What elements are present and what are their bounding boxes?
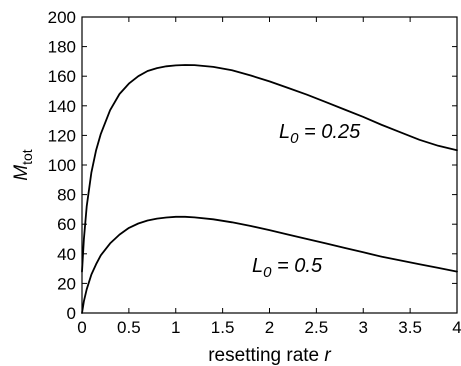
x-tick-label: 3 (359, 318, 368, 337)
y-tick-label: 20 (57, 274, 76, 293)
y-tick-label: 0 (67, 304, 76, 323)
x-tick-label: 2.5 (305, 318, 329, 337)
x-axis-title: resetting rate r (208, 345, 331, 366)
annotation-l0-025-var: L (279, 121, 290, 143)
x-tick-label: 0.5 (117, 318, 141, 337)
annotation-l0-05: L0 = 0.5 (252, 255, 323, 281)
y-axis-title: Mtot (11, 149, 35, 181)
x-axis-title-text: resetting rate (208, 345, 319, 366)
y-axis-title-sub: tot (19, 149, 35, 165)
series-line-1 (81, 215, 458, 314)
series-line-0 (81, 64, 458, 273)
annotation-l0-05-value: = 0.5 (271, 255, 322, 277)
x-axis-title-var: r (324, 345, 331, 366)
x-tick-label: 4 (452, 318, 461, 337)
y-tick-label: 140 (48, 97, 76, 116)
annotation-l0-025-sub: 0 (290, 130, 299, 147)
annotation-l0-025: L0 = 0.25 (279, 121, 361, 147)
x-tick-label: 3.5 (398, 318, 422, 337)
y-tick-label: 80 (57, 186, 76, 205)
y-tick-label: 160 (48, 67, 76, 86)
y-tick-label: 40 (57, 245, 76, 264)
annotation-l0-025-value: = 0.25 (298, 121, 361, 143)
y-tick-label: 180 (48, 38, 76, 57)
y-tick-label: 200 (48, 8, 76, 27)
series-layer (81, 64, 458, 314)
x-axis-ticks: 0 0.5 1 1.5 2 2.5 3 3.5 4 (77, 17, 461, 337)
x-tick-label: 0 (77, 318, 86, 337)
y-tick-label: 60 (57, 215, 76, 234)
y-tick-label: 120 (48, 126, 76, 145)
y-axis-ticks: 0 20 40 60 80 100 120 140 160 180 200 (48, 8, 457, 323)
annotation-l0-05-sub: 0 (263, 264, 272, 281)
x-tick-label: 1.5 (211, 318, 235, 337)
x-tick-label: 1 (171, 318, 180, 337)
plot-area (81, 16, 458, 314)
annotation-l0-05-var: L (252, 255, 263, 277)
y-tick-label: 100 (48, 156, 76, 175)
y-axis-title-var: M (11, 165, 32, 181)
x-tick-label: 2 (265, 318, 274, 337)
